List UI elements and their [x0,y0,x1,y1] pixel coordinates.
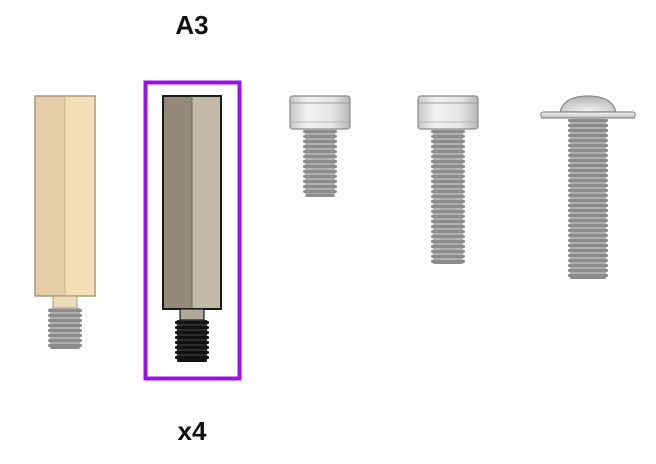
standoff-thread-black [175,320,209,362]
screw-thread [303,129,337,197]
part-code-label: A3 [175,10,209,40]
selection-highlight [143,80,242,381]
quantity-label: x4 [177,416,207,446]
short-socket-head-screw[interactable] [289,95,351,197]
screw-thread [431,129,465,264]
screw-thread [568,118,608,279]
button-head-screw[interactable] [540,95,636,279]
standoff-thread [48,308,82,349]
medium-socket-head-screw[interactable] [417,95,479,264]
brass-standoff[interactable] [34,95,96,349]
steel-standoff[interactable] [162,95,222,362]
